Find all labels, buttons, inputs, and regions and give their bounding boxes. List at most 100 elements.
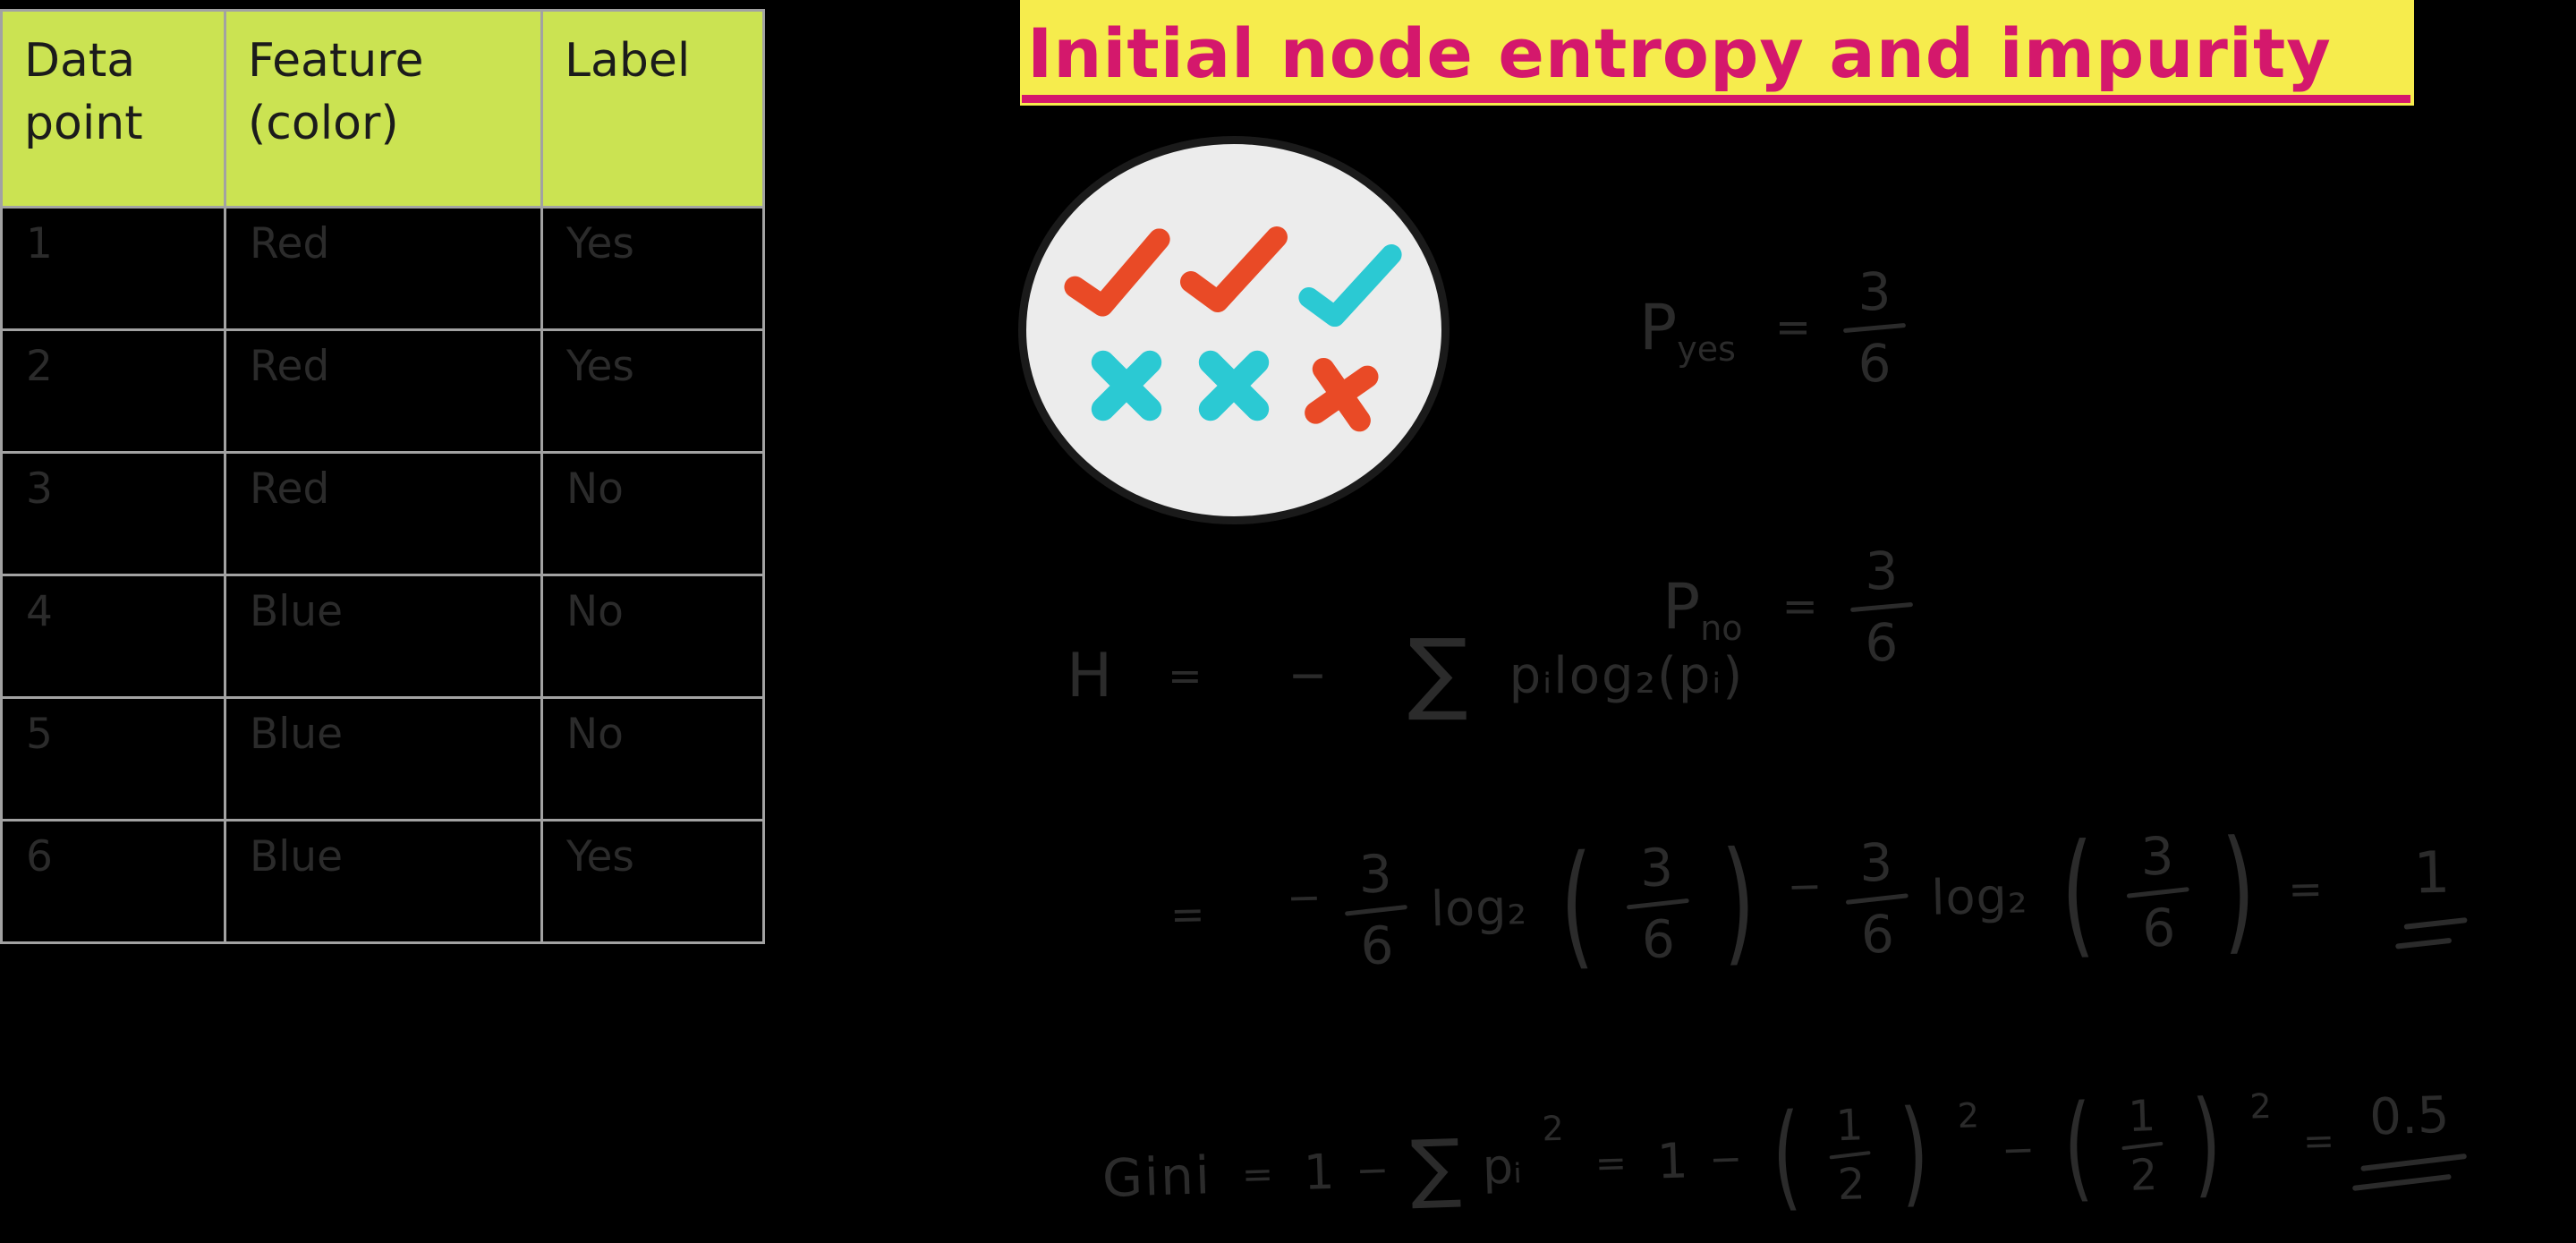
fraction-denominator: 6	[2141, 897, 2177, 958]
check-icon	[1178, 226, 1289, 316]
cell-label: No	[540, 696, 765, 822]
fraction-bar	[1843, 322, 1907, 333]
table-row: 5 Blue No	[0, 696, 765, 822]
fraction-numerator: 3	[1639, 836, 1674, 898]
equals-sign: =	[1774, 302, 1812, 353]
cell-point: 5	[0, 696, 226, 822]
cell-feature: Blue	[224, 819, 543, 944]
equals-sign: =	[1594, 1140, 1628, 1186]
close-paren: )	[2190, 1076, 2223, 1211]
summation-icon: ∑	[1408, 1122, 1463, 1213]
fraction: 3 6	[1625, 836, 1690, 970]
minus-sign: −	[1355, 1146, 1390, 1194]
fraction-numerator: 1	[2127, 1090, 2156, 1142]
cell-point: 3	[0, 451, 226, 576]
cell-feature: Red	[224, 451, 543, 576]
equals-sign: =	[1241, 1151, 1274, 1196]
summation-icon: ∑	[1407, 619, 1468, 724]
entropy-symbol: H	[1067, 640, 1113, 711]
equals-sign: =	[2287, 864, 2324, 914]
fraction-denominator: 6	[1860, 903, 1895, 965]
open-paren: (	[2059, 815, 2096, 973]
table-row: 1 Red Yes	[0, 206, 765, 331]
column-header-data-point: Data point	[0, 9, 226, 209]
cell-label: No	[540, 574, 765, 699]
fraction-bar	[1626, 898, 1689, 909]
open-paren: (	[1559, 827, 1595, 984]
table-row: 4 Blue No	[0, 574, 765, 699]
cell-label: Yes	[540, 819, 765, 944]
table-row: 2 Red Yes	[0, 328, 765, 454]
checks-row	[1062, 226, 1406, 328]
open-paren: (	[2062, 1080, 2095, 1215]
equals-sign: =	[2302, 1118, 2335, 1163]
fraction-numerator: 3	[2139, 825, 2175, 887]
log2-symbol: log₂	[1930, 866, 2029, 926]
fraction-bar	[1829, 1151, 1872, 1160]
fraction-denominator: 2	[1836, 1159, 1866, 1211]
number-one: 1	[1303, 1143, 1336, 1201]
table-row: 6 Blue Yes	[0, 819, 765, 944]
node-circle	[1018, 136, 1450, 524]
cell-feature: Red	[224, 206, 543, 331]
cross-icon	[1089, 348, 1164, 427]
equals-sign: =	[1781, 582, 1818, 633]
fraction-numerator: 3	[1858, 831, 1893, 894]
entropy-definition-formula: H = − ∑ pᵢlog₂(pᵢ)	[1067, 617, 1744, 734]
data-table: Data point Feature (color) Label 1 Red Y…	[0, 9, 765, 944]
title-highlight: Initial node entropy and impurity	[1020, 0, 2414, 106]
equals-sign: =	[1169, 890, 1206, 939]
p-symbol: P	[1662, 570, 1701, 644]
check-icon	[1297, 244, 1403, 330]
number-one: 1	[1656, 1131, 1689, 1189]
close-paren: )	[1720, 823, 1756, 980]
squared-exponent: 2	[2249, 1085, 2273, 1127]
fraction: 3 6	[2125, 825, 2190, 958]
fraction-bar	[1845, 892, 1909, 905]
entropy-term: pᵢlog₂(pᵢ)	[1509, 646, 1745, 705]
minus-sign: −	[1786, 861, 1823, 911]
title-underline	[1022, 95, 2410, 103]
fraction: 1 2	[2121, 1090, 2165, 1201]
minus-sign: −	[1286, 873, 1322, 923]
fraction-numerator: 3	[1357, 842, 1393, 905]
gini-result: 0.5	[2368, 1085, 2451, 1146]
fraction-denominator: 6	[1865, 611, 1899, 673]
fraction-bar	[1344, 904, 1408, 916]
entropy-result: 1	[2412, 839, 2452, 907]
column-header-feature: Feature (color)	[224, 9, 543, 209]
gini-symbol: Gini	[1101, 1145, 1212, 1209]
fraction: 1 2	[1828, 1099, 1873, 1211]
minus-sign: −	[1288, 649, 1328, 702]
fraction: 3 6	[1844, 831, 1909, 965]
fraction-denominator: 2	[2129, 1149, 2159, 1201]
cell-point: 2	[0, 328, 226, 454]
minus-sign: −	[2001, 1126, 2036, 1173]
fraction-bar	[2121, 1141, 2164, 1151]
squared-exponent: 2	[1541, 1108, 1565, 1149]
fraction-denominator: 6	[1641, 907, 1676, 970]
p-symbol: P	[1639, 291, 1678, 365]
cell-label: No	[540, 451, 765, 576]
close-paren: )	[1899, 1085, 1931, 1220]
page-title: Initial node entropy and impurity	[1027, 13, 2332, 93]
cell-point: 4	[0, 574, 226, 699]
p-subscript: yes	[1677, 329, 1736, 370]
fraction: 3 6	[1343, 842, 1408, 976]
squared-exponent: 2	[1957, 1095, 1980, 1136]
minus-sign: −	[1708, 1136, 1743, 1183]
cell-feature: Red	[224, 328, 543, 454]
table-row: 3 Red No	[0, 451, 765, 576]
fraction-bar	[2126, 886, 2189, 898]
cell-feature: Blue	[224, 696, 543, 822]
cell-label: Yes	[540, 206, 765, 331]
cell-label: Yes	[540, 328, 765, 454]
cell-point: 6	[0, 819, 226, 944]
cell-feature: Blue	[224, 574, 543, 699]
column-header-label: Label	[540, 9, 765, 209]
fraction-numerator: 1	[1834, 1099, 1865, 1151]
fraction: 3 6	[1843, 265, 1907, 391]
